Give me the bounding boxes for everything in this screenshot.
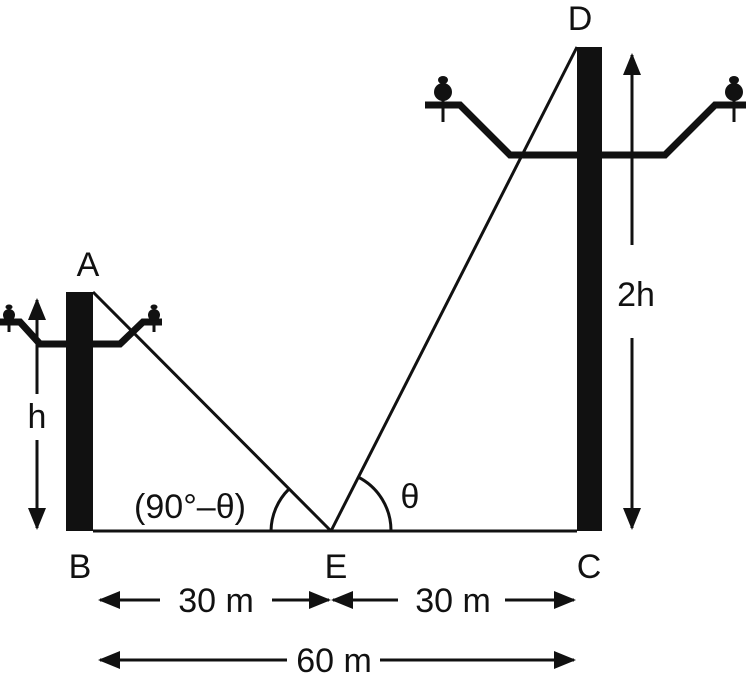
large-pole — [425, 47, 746, 531]
label-h: h — [28, 398, 47, 436]
point-B: B — [69, 548, 92, 586]
label-2h: 2h — [617, 276, 655, 314]
angle-arc-left — [269, 487, 291, 532]
label-angle-left: (90°–θ) — [134, 488, 246, 526]
line-AE — [91, 290, 333, 533]
label-dist-BC: 60 m — [296, 642, 372, 679]
insulator-icon — [725, 76, 743, 122]
label-dist-EC: 30 m — [415, 582, 491, 620]
point-A: A — [77, 246, 100, 284]
point-D: D — [568, 0, 593, 38]
angle-arc-right — [357, 475, 393, 532]
point-E: E — [325, 548, 348, 586]
point-C: C — [577, 548, 602, 586]
insulator-icon — [3, 304, 15, 332]
small-pole — [0, 292, 162, 531]
line-ED — [329, 46, 579, 532]
insulator-icon — [434, 76, 452, 122]
label-dist-BE: 30 m — [178, 582, 254, 620]
insulator-icon — [148, 304, 160, 332]
label-angle-theta: θ — [401, 478, 420, 516]
